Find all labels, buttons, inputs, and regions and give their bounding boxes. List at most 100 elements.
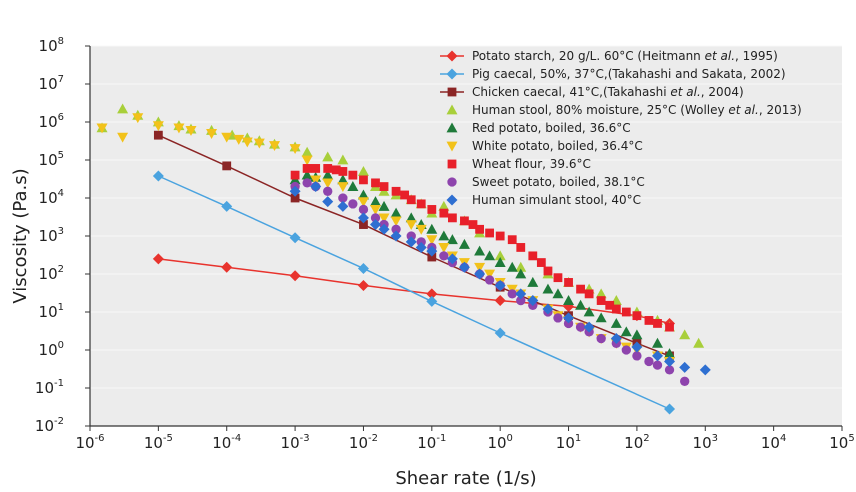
data-point [426,235,438,246]
series-points [96,103,711,415]
legend-marker [446,194,458,206]
data-point [699,364,711,376]
data-point [301,169,313,180]
data-point [516,295,526,306]
data-point [338,193,348,203]
data-point [357,212,369,224]
data-point [507,289,517,299]
data-point [494,327,506,339]
data-point [664,403,676,415]
y-tick-label: 10-1 [35,378,64,397]
data-point [253,138,265,149]
y-tick-label: 101 [39,302,64,321]
x-tick-labels: 10-6 10-5 10-4 10-3 10-2 10-1 100 101 102 103 104 1… [75,433,854,452]
data-point [221,200,233,212]
data-point [369,205,381,215]
data-point [552,288,564,299]
data-point [631,329,643,340]
data-point [289,270,301,282]
data-point [427,252,437,262]
data-point [596,296,606,305]
data-point [390,207,402,218]
data-point [152,121,164,132]
data-point [542,283,554,294]
data-point [621,345,631,355]
data-point [446,253,458,265]
data-point [426,223,438,234]
data-point [390,216,402,227]
data-point [575,299,587,310]
data-point [653,319,662,328]
data-point [337,174,349,185]
data-point [679,361,691,373]
data-point [563,312,575,324]
data-point [302,164,312,173]
series-5-points [96,113,676,367]
data-point [358,204,369,215]
data-point [576,284,585,294]
data-point [458,261,470,273]
data-point [439,208,449,218]
data-point [369,196,381,207]
data-point [438,200,450,211]
legend-marker [447,87,457,97]
x-axis-title: Shear rate (1/s) [395,468,536,489]
data-point [221,261,233,273]
data-point [290,193,300,203]
data-point [652,360,663,370]
x-tick-label: 105 [829,433,854,452]
data-point [611,304,621,314]
data-point [651,350,663,362]
data-point [173,123,185,134]
data-point [310,175,322,186]
legend-item: Potato starch, 20 g/L. 60°C (Heitmann et… [440,49,778,63]
data-point [679,329,691,340]
data-point [543,266,553,276]
data-point [484,275,495,285]
data-point [632,311,642,321]
data-point [338,167,348,176]
data-point [446,234,458,245]
data-point [494,295,506,307]
legend-marker [446,50,458,62]
data-point [596,333,606,344]
x-tick-label: 101 [556,433,581,452]
data-point [693,337,705,348]
x-tick-label: 100 [487,433,512,452]
data-point [310,181,322,193]
x-tick-label: 10-5 [144,433,173,452]
data-point [610,333,622,345]
data-point [528,251,538,261]
data-point [359,175,368,185]
data-point [331,165,341,175]
data-point [474,262,486,273]
y-tick-label: 107 [39,74,64,93]
data-point [527,276,539,287]
data-point [415,241,427,253]
data-point [494,250,506,261]
data-point [405,212,417,223]
data-point [426,295,438,307]
data-point [584,289,594,299]
data-point [153,130,163,140]
data-point [378,213,390,224]
data-point [631,341,643,353]
series-1-points [152,170,676,415]
data-point [474,245,486,256]
data-point [405,236,417,248]
data-point [347,181,359,191]
legend-item: Wheat flour, 39.6°C [447,157,591,171]
data-point [132,113,144,124]
legend-label: White potato, boiled, 36.4°C [472,139,643,153]
data-point [378,223,390,235]
data-point [474,268,486,280]
data-point [515,268,527,279]
y-tick-label: 105 [39,150,64,169]
data-point [507,235,517,245]
data-point [405,220,417,231]
data-point [644,356,654,367]
data-point [357,262,369,274]
data-point [595,288,607,299]
data-point [117,103,129,114]
